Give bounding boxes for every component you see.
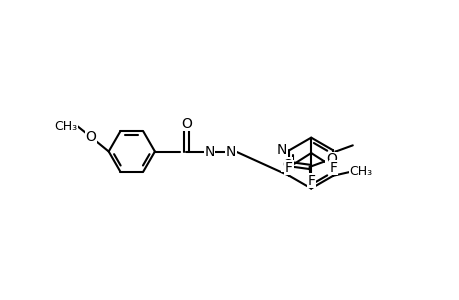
Text: N: N xyxy=(204,145,214,158)
Text: CH₃: CH₃ xyxy=(349,165,372,178)
Text: N: N xyxy=(276,143,286,157)
Text: O: O xyxy=(181,117,191,131)
Text: O: O xyxy=(85,130,96,144)
Text: CH₃: CH₃ xyxy=(54,120,77,134)
Text: O: O xyxy=(325,152,336,166)
Text: F: F xyxy=(284,161,292,175)
Text: F: F xyxy=(307,174,314,188)
Text: F: F xyxy=(329,161,337,175)
Text: N: N xyxy=(225,145,236,158)
Text: O: O xyxy=(281,158,292,172)
